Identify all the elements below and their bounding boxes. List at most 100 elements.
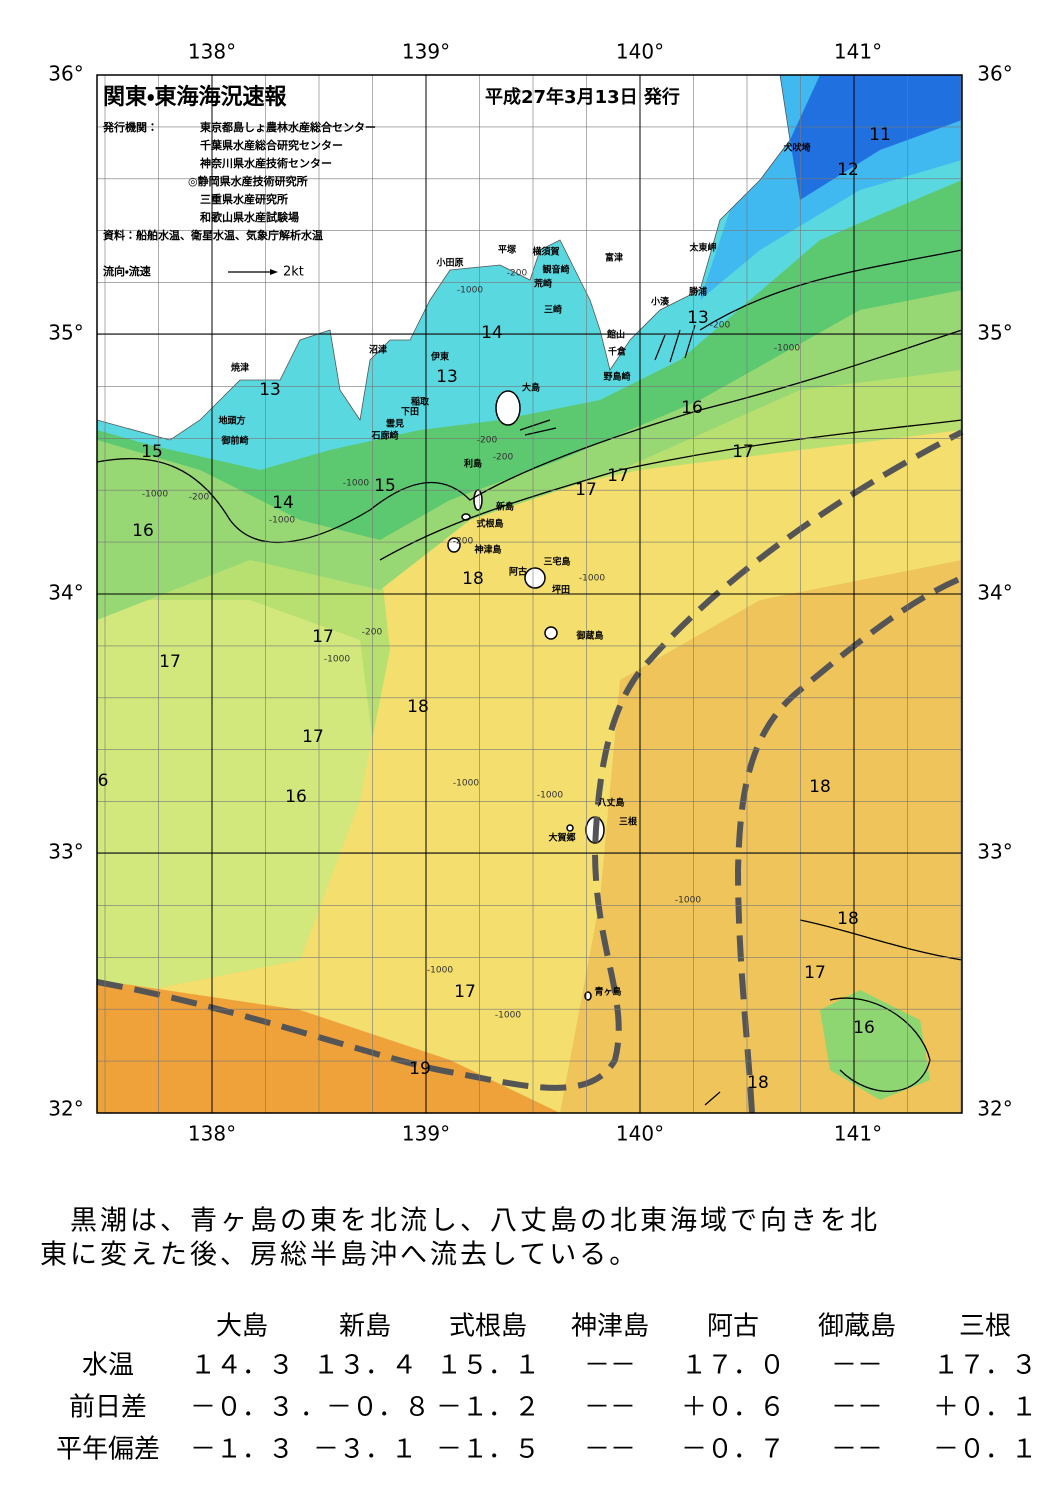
isotherm bbox=[699, 249, 963, 331]
isotherm-label: 17 bbox=[575, 480, 597, 500]
table-cell: －１．５ bbox=[436, 1435, 540, 1465]
depth-label: -200 bbox=[710, 321, 731, 331]
table-cell: １３．４ bbox=[313, 1351, 417, 1381]
table-cell: －０．７ bbox=[681, 1435, 785, 1465]
lat-label: 34° bbox=[977, 581, 1012, 605]
current-arrow bbox=[524, 427, 557, 436]
summary-line: 東に変えた後、房総半島沖へ流去している。 bbox=[40, 1240, 639, 1271]
lat-label: 32° bbox=[977, 1097, 1012, 1121]
depth-label: -200 bbox=[493, 453, 514, 463]
place-name: 荒崎 bbox=[533, 278, 552, 290]
place-name: 小湊 bbox=[650, 296, 670, 308]
temp-zone bbox=[820, 990, 930, 1100]
isotherm bbox=[96, 329, 963, 543]
depth-label: -1000 bbox=[537, 791, 563, 801]
depth-label: -1000 bbox=[579, 574, 605, 584]
column-header: 新島 bbox=[339, 1312, 391, 1342]
isotherm bbox=[379, 419, 963, 561]
isotherm-label: 13 bbox=[259, 380, 281, 400]
depth-label: -1000 bbox=[495, 1011, 521, 1021]
place-name: 大島 bbox=[522, 382, 540, 394]
depth-label: -1000 bbox=[457, 286, 483, 296]
publisher: 神奈川県水産技術センター bbox=[199, 156, 332, 170]
column-header: 神津島 bbox=[571, 1312, 649, 1342]
island bbox=[524, 567, 546, 589]
row-label: 前日差 bbox=[69, 1393, 147, 1423]
isotherm-label: 18 bbox=[462, 569, 484, 589]
island bbox=[584, 991, 592, 1001]
isotherm-labels: 11 12 13 14 13 13 16 17 17 17 15 15 14 16 18 17 17 18 17 6 1… bbox=[98, 125, 891, 1093]
legend-scale: 2kt bbox=[283, 265, 304, 280]
island bbox=[447, 537, 461, 553]
isotherm bbox=[829, 997, 931, 1092]
table-cell: －３．１ bbox=[313, 1435, 417, 1465]
isotherm-label: 17 bbox=[804, 963, 826, 983]
publisher: 三重県水産研究所 bbox=[200, 192, 288, 206]
isotherm-label: 18 bbox=[837, 909, 859, 929]
table-cell: １７．０ bbox=[681, 1351, 785, 1381]
place-name: 青ヶ島 bbox=[594, 986, 621, 998]
depth-label: -1000 bbox=[453, 779, 479, 789]
place-name: 阿古 bbox=[509, 566, 527, 578]
place-name: 館山 bbox=[606, 329, 625, 341]
isotherm-label: 14 bbox=[481, 323, 503, 343]
place-name: 八丈島 bbox=[597, 797, 624, 809]
place-name: 式根島 bbox=[476, 518, 503, 530]
kuroshio-axis bbox=[96, 429, 964, 1091]
place-name: 犬吠埼 bbox=[782, 142, 810, 154]
table-cell: １４．３ bbox=[190, 1351, 294, 1381]
legend-arrowhead bbox=[270, 269, 278, 275]
publisher: ◎静岡県水産技術研究所 bbox=[188, 174, 308, 188]
place-name: 千倉 bbox=[608, 346, 627, 358]
axis-labels: 138° 139° 140° 141° 138° 139° 140° 141° … bbox=[48, 40, 1012, 1146]
lat-label: 33° bbox=[48, 840, 83, 864]
column-header: 御蔵島 bbox=[818, 1312, 896, 1342]
isotherm-label: 17 bbox=[312, 627, 334, 647]
lat-label: 36° bbox=[977, 62, 1012, 86]
publisher: 千葉県水産総合研究センター bbox=[200, 138, 343, 152]
isotherm-label: 17 bbox=[159, 652, 181, 672]
table-cell: －１．３ bbox=[190, 1435, 294, 1465]
depth-label: -1000 bbox=[427, 966, 453, 976]
current-arrow bbox=[519, 419, 551, 431]
isotherm-label: 17 bbox=[454, 982, 476, 1002]
lon-label: 138° bbox=[188, 1122, 236, 1146]
place-name: 平塚 bbox=[498, 244, 517, 256]
place-name: 三崎 bbox=[544, 304, 562, 316]
lon-label: 141° bbox=[834, 1122, 882, 1146]
kuroshio-edge bbox=[734, 575, 964, 1114]
table-cell: －－ bbox=[831, 1393, 883, 1423]
current-arrow bbox=[669, 329, 681, 363]
islands bbox=[447, 390, 605, 1001]
isotherm-label: 13 bbox=[687, 308, 709, 328]
isotherm-label: 15 bbox=[141, 442, 163, 462]
place-name: 富津 bbox=[605, 252, 623, 264]
isotherm-label: 17 bbox=[607, 466, 629, 486]
summary-line: 黒潮は、青ヶ島の東を北流し、八丈島の北東海域で向きを北 bbox=[40, 1206, 880, 1237]
place-name: 観音崎 bbox=[542, 264, 569, 276]
lon-label: 139° bbox=[402, 1122, 450, 1146]
island bbox=[495, 390, 521, 426]
depth-label: -1000 bbox=[142, 490, 168, 500]
land bbox=[96, 74, 791, 441]
publisher: 和歌山県水産試験場 bbox=[200, 210, 299, 224]
place-name: 雲見 bbox=[386, 418, 404, 430]
isotherm-label: 18 bbox=[407, 697, 429, 717]
depth-label: -200 bbox=[477, 436, 498, 446]
place-name: 坪田 bbox=[552, 584, 570, 596]
place-name: 野島崎 bbox=[603, 371, 630, 383]
depth-label: -200 bbox=[453, 537, 474, 547]
lat-label: 32° bbox=[48, 1097, 83, 1121]
isotherm-label: 16 bbox=[132, 521, 154, 541]
table-cell: －－ bbox=[831, 1435, 883, 1465]
depth-label: -1000 bbox=[269, 516, 295, 526]
isotherm-label: 19 bbox=[409, 1059, 431, 1079]
table-cell: －－ bbox=[831, 1351, 883, 1381]
place-name: 太東岬 bbox=[688, 242, 716, 254]
legend-label: 流向・流速 bbox=[103, 264, 151, 278]
current-arrow bbox=[704, 1091, 721, 1106]
place-name: 神津島 bbox=[473, 544, 501, 556]
column-header: 阿古 bbox=[707, 1312, 759, 1342]
